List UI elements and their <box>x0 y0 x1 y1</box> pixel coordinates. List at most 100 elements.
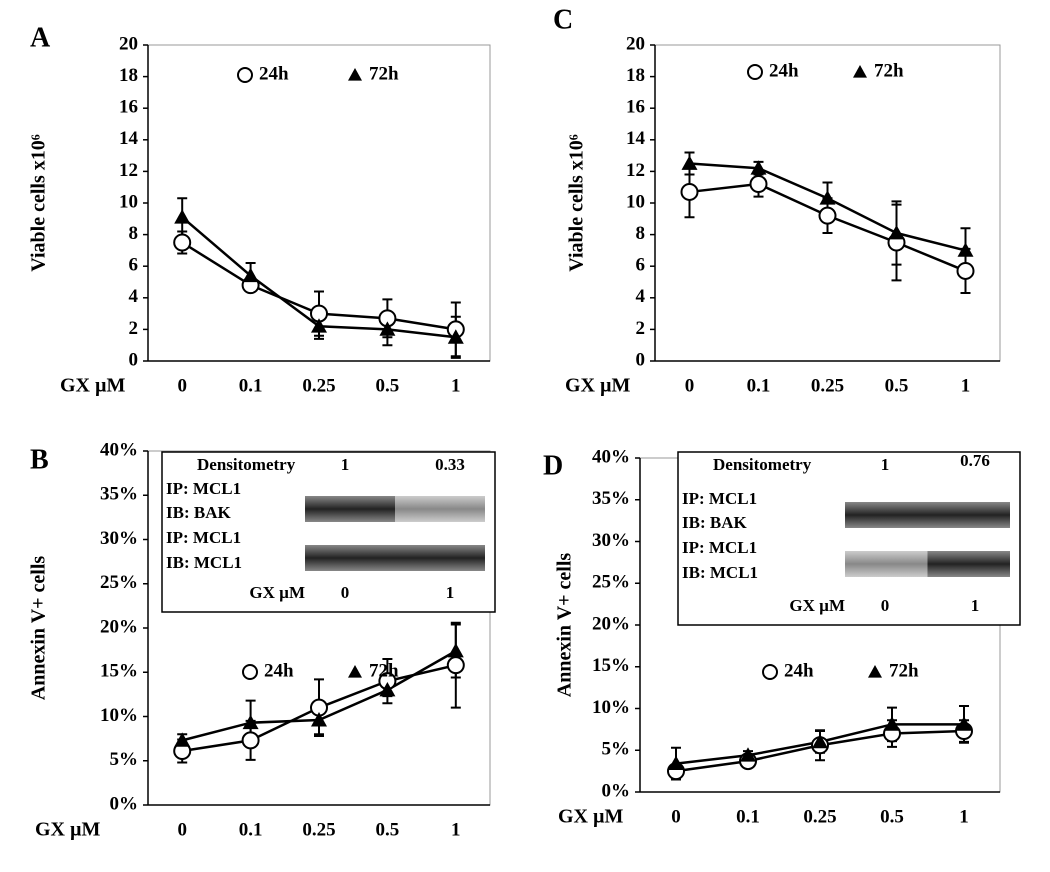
y-tick-label: 0 <box>636 349 646 370</box>
y-tick-label: 20 <box>119 33 138 54</box>
legend-marker <box>762 664 778 680</box>
legend-marker <box>237 67 253 83</box>
inset-frame <box>677 451 1021 626</box>
y-axis-title: Viable cells x10⁶ <box>28 134 50 271</box>
x-tick-label: 0 <box>685 375 695 396</box>
y-tick-label: 35% <box>100 484 138 505</box>
y-tick-label: 0% <box>110 793 139 814</box>
y-tick-label: 4 <box>129 286 139 307</box>
x-tick-label: 0.25 <box>302 375 335 396</box>
panel-label: B <box>30 444 49 475</box>
x-axis-title: GX µM <box>60 375 126 397</box>
marker-triangle <box>242 714 259 730</box>
inset: Densitometry 1 0.76 IP: MCL1 IB: BAK IP: MCL1… <box>677 451 1021 626</box>
x-tick-label: 0.1 <box>736 806 760 827</box>
x-tick-label: 0.5 <box>880 806 904 827</box>
marker-triangle <box>447 643 464 658</box>
y-tick-label: 10% <box>100 705 138 726</box>
panel-label: A <box>30 22 51 53</box>
y-axis-title: Annexin V+ cells <box>554 553 576 698</box>
densitometry-label: Densitometry <box>197 455 296 474</box>
x-tick-label: 1 <box>451 819 461 840</box>
legend-marker <box>747 64 763 80</box>
legend-marker <box>853 65 867 78</box>
blot-row-label: IP: MCL1 <box>166 528 241 547</box>
blot-row-label: IB: BAK <box>682 513 747 532</box>
y-axis-title: Viable cells x10⁶ <box>566 134 588 271</box>
y-tick-label: 10 <box>119 191 138 212</box>
marker-circle <box>749 175 768 194</box>
marker-triangle <box>174 732 191 747</box>
marker-triangle <box>311 318 327 333</box>
marker-triangle <box>819 190 836 205</box>
legend-label: 24h <box>784 660 814 681</box>
lane-label: 1 <box>971 596 980 615</box>
legend-marker <box>348 665 362 678</box>
y-tick-label: 18 <box>626 65 645 86</box>
inset-frame <box>161 451 496 613</box>
marker-triangle <box>884 716 900 731</box>
legend-label: 72h <box>369 63 399 84</box>
marker-triangle <box>750 160 767 175</box>
x-tick-label: 0 <box>177 375 187 396</box>
marker-circle <box>956 261 975 280</box>
x-tick-label: 0.5 <box>376 375 400 396</box>
marker-triangle <box>311 712 327 727</box>
blot-row-label: IP: MCL1 <box>682 489 757 508</box>
x-tick-label: 1 <box>959 806 969 827</box>
marker-triangle <box>242 267 259 283</box>
y-tick-label: 15% <box>100 661 138 682</box>
panel-label: C <box>553 4 573 35</box>
x-tick-label: 0.25 <box>803 806 836 827</box>
y-tick-label: 12 <box>119 160 138 181</box>
marker-triangle <box>668 755 684 771</box>
blot-band <box>927 551 1010 577</box>
x-tick-label: 0 <box>671 806 681 827</box>
marker-triangle <box>447 329 464 344</box>
y-tick-label: 14 <box>626 128 646 149</box>
blot-band <box>395 545 485 571</box>
blot-band <box>845 551 928 577</box>
densitometry-value: 1 <box>881 455 890 474</box>
legend-label: 24h <box>264 660 294 681</box>
y-tick-label: 8 <box>129 223 139 244</box>
marker-triangle <box>740 747 756 762</box>
legend-label: 72h <box>889 660 919 681</box>
y-tick-label: 5% <box>110 749 139 770</box>
blot-band <box>305 496 395 522</box>
inset-x-label: GX µM <box>789 596 845 615</box>
blot-band <box>845 502 928 528</box>
legend-label: 24h <box>769 60 799 81</box>
marker-triangle <box>888 225 905 240</box>
y-tick-label: 16 <box>626 97 645 118</box>
marker-triangle <box>812 733 828 749</box>
y-tick-label: 30% <box>100 528 138 549</box>
marker-triangle <box>681 155 698 170</box>
x-tick-label: 0.25 <box>302 819 335 840</box>
blot-band <box>395 496 485 522</box>
y-tick-label: 10% <box>592 697 630 718</box>
y-tick-label: 20% <box>592 613 630 634</box>
marker-circle <box>446 656 465 675</box>
x-tick-label: 0 <box>177 819 187 840</box>
marker-triangle <box>957 242 974 257</box>
legend-label: 72h <box>369 660 399 681</box>
blot-row-label: IB: BAK <box>166 503 231 522</box>
marker-circle <box>173 233 192 252</box>
y-tick-label: 14 <box>119 128 139 149</box>
inset: Densitometry 1 0.33 IP: MCL1 IB: BAK IP: MCL1… <box>161 451 496 613</box>
x-tick-label: 0.5 <box>376 819 400 840</box>
blot-row-label: IB: MCL1 <box>682 563 758 582</box>
legend-marker <box>868 665 882 678</box>
legend-marker <box>348 68 362 81</box>
x-tick-label: 1 <box>451 375 461 396</box>
y-tick-label: 6 <box>129 255 139 276</box>
legend-label: 24h <box>259 63 289 84</box>
blot-row-label: IB: MCL1 <box>166 553 242 572</box>
densitometry-label: Densitometry <box>713 455 812 474</box>
x-tick-label: 0.1 <box>239 375 263 396</box>
marker-circle <box>680 182 699 201</box>
y-tick-label: 18 <box>119 65 138 86</box>
legend-label: 72h <box>874 60 904 81</box>
